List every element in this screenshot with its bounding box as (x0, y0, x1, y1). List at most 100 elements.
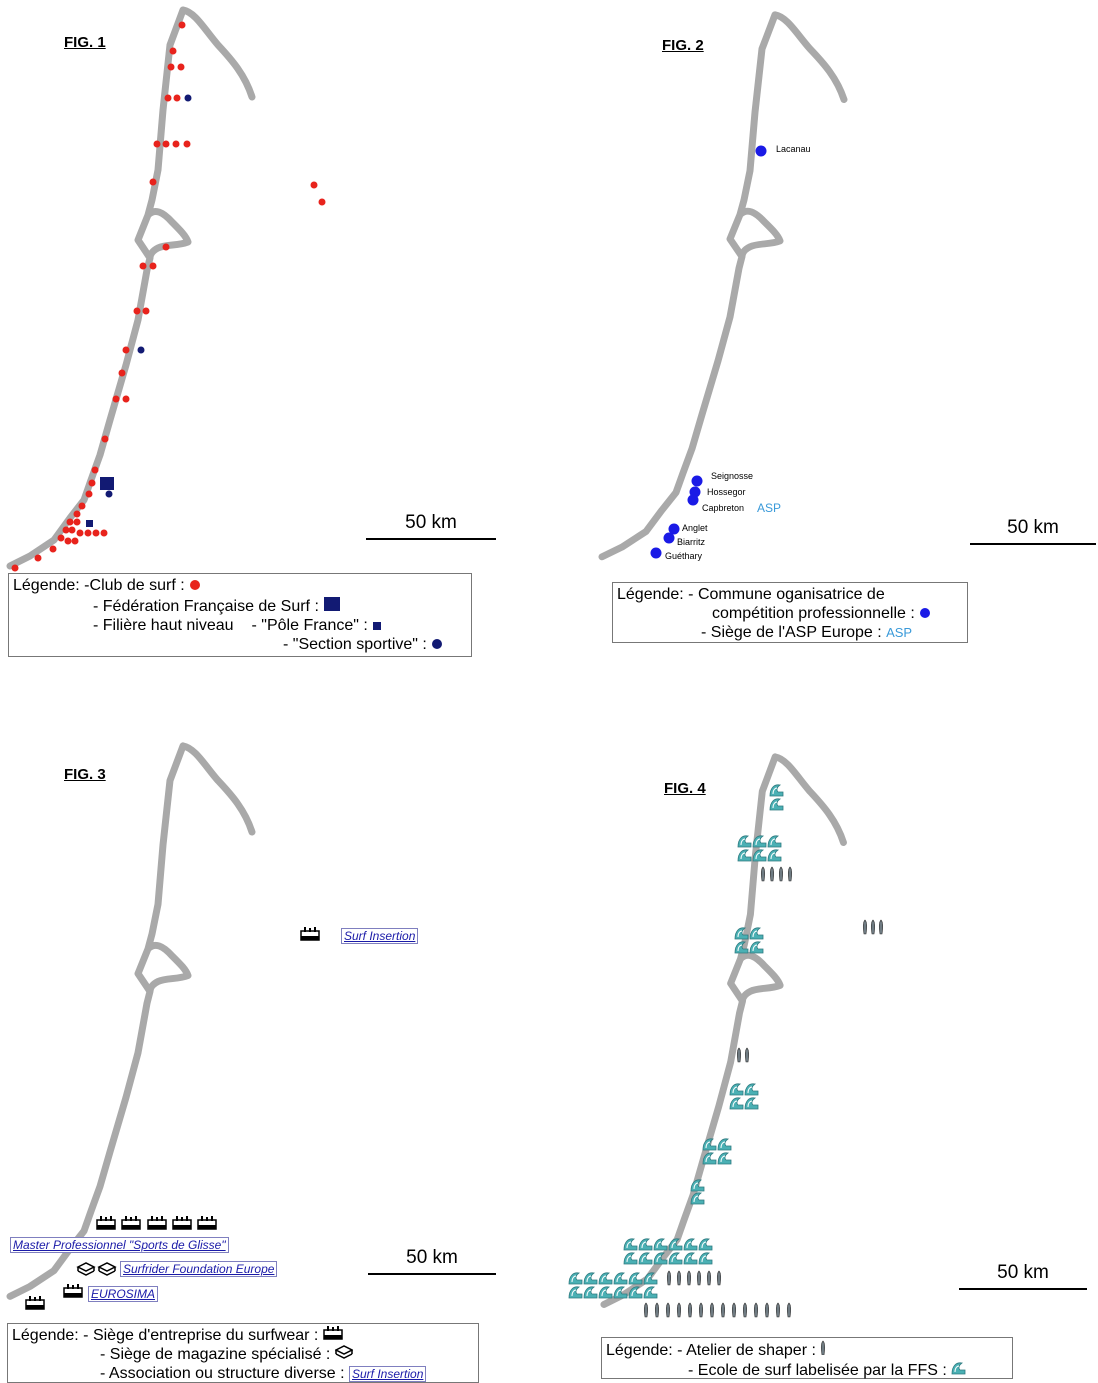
surfboard-icon (732, 1302, 736, 1318)
surfboard-icon (655, 1302, 659, 1318)
wave-icon (702, 1138, 717, 1151)
legend-competition: compétition professionnelle : (712, 605, 920, 622)
town-label: Seignosse (711, 471, 754, 481)
pole-france-square-icon (373, 622, 382, 630)
club-marker (122, 395, 130, 403)
factory-icon (96, 1215, 116, 1230)
surfboard-icon (770, 866, 774, 882)
figure-3-panel: FIG. 3 Surf Insertion Master Professionn… (0, 691, 549, 1383)
club-marker (310, 181, 318, 189)
surfboard-icon (871, 919, 875, 935)
section-sportive-marker (105, 490, 113, 498)
biarritz-marker (663, 532, 675, 544)
club-marker (34, 554, 42, 562)
wave-icon (737, 849, 752, 862)
wave-icon (951, 1362, 966, 1375)
club-marker (64, 537, 72, 545)
surfboard-icon (863, 919, 867, 935)
town-label: Hossegor (707, 487, 746, 497)
surfboard-icon (707, 1270, 711, 1286)
club-marker (88, 479, 96, 487)
town-label: Capbreton (702, 503, 745, 513)
club-marker (66, 518, 74, 526)
commune-markers (650, 145, 767, 559)
club-dot-icon (190, 580, 201, 590)
wave-icon (769, 798, 784, 811)
factory-icon (25, 1295, 45, 1310)
club-marker (153, 140, 161, 148)
scale-label: 50 km (997, 1262, 1049, 1283)
club-marker (112, 395, 120, 403)
club-marker (133, 307, 141, 315)
factory-icon (121, 1215, 141, 1230)
surfboard-icon (688, 1302, 692, 1318)
legend-commune: Légende: - Commune oganisatrice de (617, 586, 885, 603)
legend-pole-france: - "Pôle France" : (251, 617, 373, 634)
club-de-surf-markers (11, 21, 326, 572)
legend-section-sportive: - "Section sportive" : (283, 636, 432, 653)
club-marker (73, 510, 81, 518)
surfboard-icon (721, 1302, 725, 1318)
factory-icon (197, 1215, 217, 1230)
town-label: Biarritz (677, 537, 706, 547)
lacanau-marker (755, 145, 767, 157)
surfboard-icon (787, 1302, 791, 1318)
wave-icon (683, 1238, 698, 1251)
club-marker (177, 63, 185, 71)
surfboard-icon (699, 1302, 703, 1318)
legend-asp: - Siège de l'ASP Europe : (701, 624, 887, 641)
factory-icon (147, 1215, 167, 1230)
capbreton-marker (687, 494, 699, 506)
club-marker (11, 564, 19, 572)
legend-shaper: Légende: - Atelier de shaper : (606, 1342, 821, 1359)
surfboard-icon (677, 1302, 681, 1318)
wave-icon (613, 1272, 628, 1285)
wave-icon (737, 835, 752, 848)
factory-icon (300, 926, 320, 941)
wave-icon (690, 1179, 705, 1192)
figure-2-title: FIG. 2 (662, 37, 704, 54)
wave-icon (729, 1097, 744, 1110)
guethary-marker (650, 547, 662, 559)
section-dot-icon (432, 639, 443, 649)
surfboard-icon (687, 1270, 691, 1286)
club-marker (76, 529, 84, 537)
figure-4-title: FIG. 4 (664, 780, 706, 797)
town-label: Guéthary (665, 551, 703, 561)
legend-surfwear: Légende: - Siège d'entreprise du surfwea… (12, 1327, 323, 1344)
figure-2-panel: FIG. 2 Lacanau Seignosse Hossegor Capbre… (549, 0, 1098, 691)
scale-bar: 50 km (970, 517, 1096, 545)
club-marker (169, 47, 177, 55)
wave-icon (628, 1272, 643, 1285)
surfboard-icon (710, 1302, 714, 1318)
club-marker (101, 435, 109, 443)
federation-markers (86, 94, 192, 527)
legend-association: - Association ou structure diverse : (100, 1365, 349, 1382)
surfrider-label: Surfrider Foundation Europe (120, 1261, 278, 1277)
club-marker (142, 307, 150, 315)
surfboard-icon (765, 1302, 769, 1318)
wave-icon (583, 1272, 598, 1285)
surf-insertion-label: Surf Insertion (341, 928, 419, 944)
surfboard-icon (879, 919, 883, 935)
surfboard-icon (761, 866, 765, 882)
magazine-icon (98, 1262, 116, 1276)
scale-bar: 50 km (368, 1247, 496, 1275)
factory-icon (172, 1215, 192, 1230)
legend-filiere: - Filière haut niveau (93, 617, 234, 634)
legend-magazine: - Siège de magazine spécialisé : (100, 1346, 335, 1363)
legend-club: Légende: -Club de surf : (13, 577, 190, 594)
club-marker (100, 529, 108, 537)
surfboard-icon (697, 1270, 701, 1286)
wave-icon (623, 1252, 638, 1265)
wave-icon (568, 1286, 583, 1299)
club-marker (49, 545, 57, 553)
surfboard-icon (717, 1270, 721, 1286)
figure-1-title: FIG. 1 (64, 34, 106, 51)
legend-ecole: - Ecole de surf labelisée par la FFS : (688, 1362, 952, 1379)
master-label: Master Professionnel "Sports de Glisse" (10, 1237, 229, 1253)
legend-association-mark: Surf Insertion (349, 1366, 427, 1382)
club-marker (78, 502, 86, 510)
magazine-icon (335, 1345, 353, 1359)
figure-3-title: FIG. 3 (64, 766, 106, 783)
